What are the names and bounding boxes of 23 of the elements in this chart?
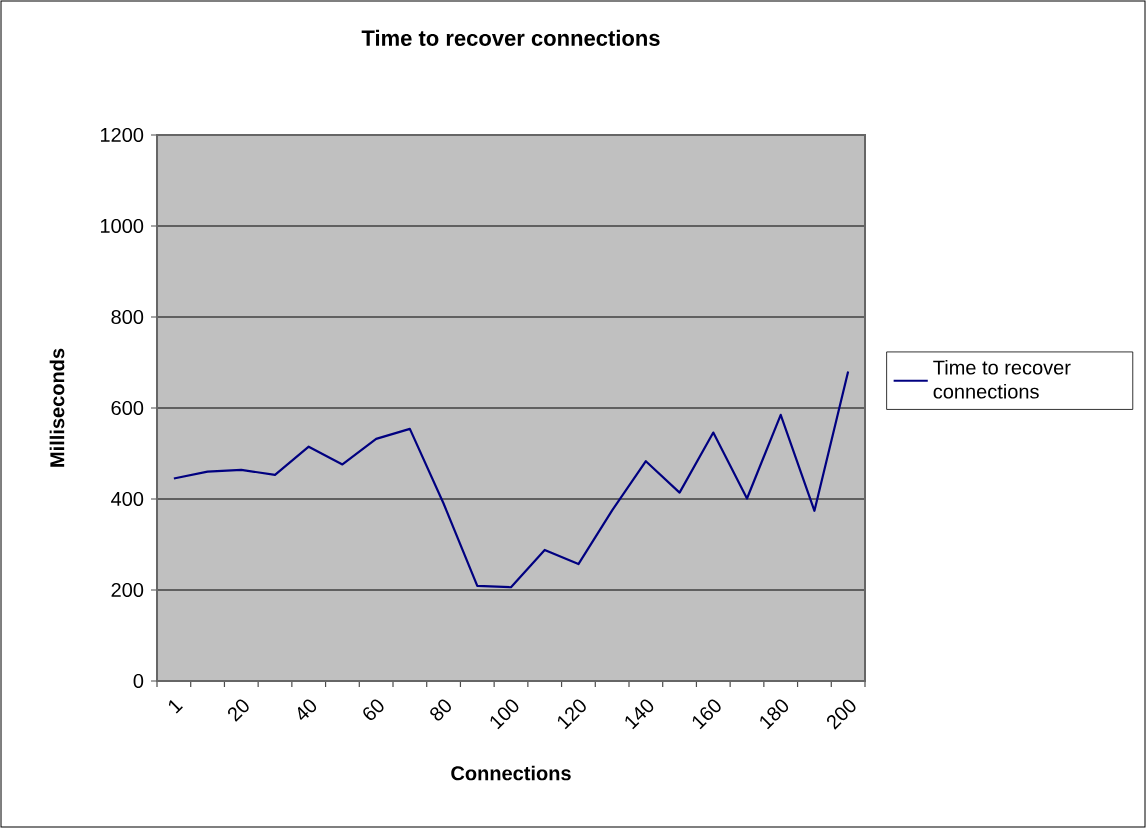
y-tick-label: 1200 [100,127,144,143]
x-tick-label: 40 [297,699,317,721]
line-series [172,370,850,589]
x-tick-label: 60 [363,699,384,720]
x-tick-label: 100 [490,699,519,730]
x-tick-label: 200 [826,699,856,730]
y-tick-label: 400 [111,491,144,507]
x-tick-label: 140 [625,699,654,730]
y-axis-title: Milliseconds [49,348,65,467]
chart-title: Time to recover connections [361,29,660,46]
y-tick-label: 0 [133,673,144,689]
x-tick-label: 180 [760,699,789,730]
x-tick-label: 1 [168,700,183,714]
y-tick-label: 1000 [100,218,144,234]
x-tick-label: 160 [692,699,721,730]
x-tick-label: 120 [557,699,586,730]
x-tick-label: 20 [227,699,249,722]
y-tick-label: 800 [111,309,144,325]
y-tick-label: 600 [111,400,144,416]
legend-label: Time to recover connections [933,359,1071,399]
x-axis-title: Connections [451,765,571,781]
y-tick-label: 200 [111,582,144,598]
x-tick-label: 80 [430,699,451,721]
